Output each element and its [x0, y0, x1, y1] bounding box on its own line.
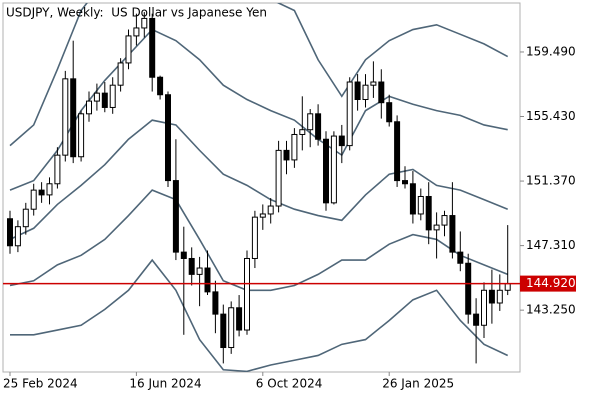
candle-body: [86, 100, 92, 115]
band-line: [10, 258, 509, 372]
y-tick-label: 159.490: [526, 44, 576, 58]
candle-body: [54, 154, 61, 185]
candle-body: [409, 183, 416, 215]
candle-body: [473, 313, 480, 326]
candle-body: [149, 17, 156, 78]
band-line: [9, 119, 508, 241]
plot-area: [7, 3, 511, 372]
candle-body: [204, 267, 211, 293]
candle-body: [259, 213, 266, 218]
candle-body: [488, 289, 495, 304]
candle-body: [62, 78, 69, 156]
candle-body: [180, 251, 187, 259]
candle-body: [7, 218, 13, 247]
candle-body: [267, 205, 274, 215]
plot-frame: [2, 2, 521, 373]
x-tick-label: 26 Jan 2025: [382, 377, 454, 391]
candle-body: [188, 257, 195, 275]
candle-body: [283, 149, 290, 161]
candle-body: [275, 149, 282, 207]
y-tick-label: 155.430: [526, 109, 576, 123]
y-tick-label: 143.250: [526, 303, 576, 317]
candle-body: [307, 113, 314, 131]
candle-body: [165, 94, 171, 182]
candle-body: [338, 135, 345, 147]
band-line: [9, 3, 509, 147]
candle-body: [141, 17, 148, 29]
candle-body: [117, 62, 124, 86]
candle-body: [465, 262, 472, 315]
candle-body: [394, 121, 401, 182]
candle-body: [433, 224, 440, 231]
candle-body: [101, 92, 108, 108]
x-tick-label: 25 Feb 2024: [3, 377, 78, 391]
candle-body: [125, 35, 132, 64]
x-tick-label: 16 Jun 2024: [129, 377, 201, 391]
candle-body: [362, 84, 369, 101]
band-line: [9, 189, 508, 292]
candle-body: [244, 257, 250, 331]
candle-body: [196, 267, 203, 275]
x-tick-label: 6 Oct 2024: [256, 377, 323, 391]
candle-body: [46, 183, 53, 196]
candle-body: [504, 283, 511, 291]
candle-body: [370, 81, 377, 86]
candle-body: [236, 307, 243, 331]
band-line: [9, 28, 508, 191]
candle-body: [38, 189, 45, 196]
candle-body: [441, 215, 448, 226]
candle-body: [157, 76, 164, 96]
candle-body: [251, 216, 258, 259]
candle-body: [496, 289, 503, 304]
candle-body: [449, 215, 456, 253]
candle-body: [291, 133, 298, 161]
candle-body: [330, 135, 337, 204]
candle-body: [212, 291, 219, 315]
candle-body: [354, 81, 361, 101]
candle-body: [323, 138, 329, 204]
candle-body: [346, 81, 353, 147]
candle-body: [315, 113, 322, 140]
y-tick-label: 151.370: [526, 174, 576, 188]
price-label-box: [520, 275, 576, 292]
candle-body: [386, 102, 393, 123]
candle-body: [402, 180, 408, 185]
candle-body: [228, 307, 235, 349]
candle-body: [78, 113, 85, 158]
chart-title: USDJPY, Weekly: US Dollar vs Japanese Ye…: [6, 6, 267, 20]
candle-body: [378, 81, 385, 104]
candle-body: [22, 208, 29, 228]
candle-body: [70, 78, 77, 158]
candle-body: [417, 195, 424, 215]
candle-body: [172, 180, 179, 253]
candle-body: [299, 129, 306, 135]
candle-body: [133, 27, 140, 37]
price-label: 144.920: [526, 276, 576, 290]
candle-body: [481, 289, 487, 326]
candle-body: [220, 313, 227, 349]
y-tick-label: 147.310: [526, 238, 576, 252]
candle-body: [30, 189, 37, 210]
candle-body: [457, 251, 464, 264]
candle-body: [425, 195, 432, 231]
candle-body: [93, 92, 100, 102]
candle-body: [109, 84, 116, 108]
candle-body: [14, 226, 21, 247]
